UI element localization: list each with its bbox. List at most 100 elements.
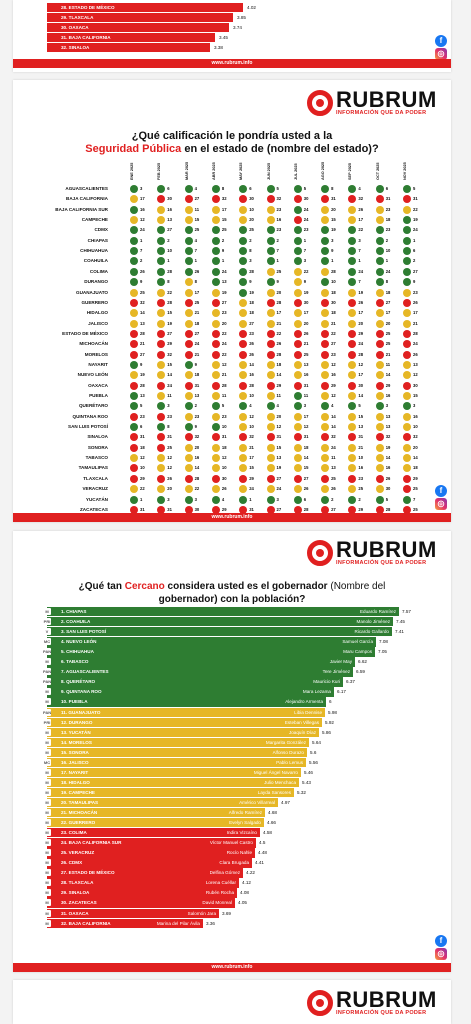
grid-rank-dot xyxy=(403,319,411,328)
grid-rank-dot xyxy=(211,340,220,349)
grid-rank-dot xyxy=(211,495,220,504)
instagram-icon[interactable]: ◎ xyxy=(435,498,447,510)
grid-rank-value: 10 xyxy=(221,424,227,430)
governor-bar-row: Américo Villarreal M 20. TAMAULIPAS 4.97 xyxy=(43,797,308,808)
grid-rank-value: 26 xyxy=(249,341,254,347)
grid-rank-dot xyxy=(321,309,330,318)
governor-state-label: 19. CAMPECHE xyxy=(61,789,95,795)
grid-state-name: JALISCO xyxy=(88,320,108,326)
grid-rank-dot xyxy=(321,443,330,452)
grid-rank-value: 30 xyxy=(221,475,227,481)
governor-score: 4.48 xyxy=(258,850,267,856)
grid-rank-dot xyxy=(348,340,357,349)
grid-rank-value: 23 xyxy=(194,413,200,419)
grid-rank-dot xyxy=(239,350,248,359)
grid-state-name: SONORA xyxy=(87,444,108,450)
grid-rank-value: 20 xyxy=(276,289,282,295)
grid-rank-dot xyxy=(321,371,330,380)
grid-row: HIDALGO 14 15 21 23 18 17 17 18 17 17 17 xyxy=(13,308,451,318)
grid-rank-dot xyxy=(403,423,411,432)
party-logo-icon: PAN xyxy=(43,648,52,656)
logo-ring-icon xyxy=(307,990,333,1016)
grid-rank-value: 24 xyxy=(413,341,418,347)
grid-rank-dot xyxy=(184,257,193,266)
grid-rank-value: 24 xyxy=(331,444,336,450)
grid-rank-dot xyxy=(348,278,357,287)
governor-state-label: 13. YUCATÁN xyxy=(61,729,91,735)
grid-rank-dot xyxy=(348,505,357,514)
grid-rank-dot xyxy=(266,412,275,421)
grid-rank-value: 25 xyxy=(221,227,227,233)
grid-rank-dot xyxy=(239,340,248,349)
governor-state-label: 5. CHIHUAHUA xyxy=(61,649,94,655)
party-logo-icon: M xyxy=(43,869,51,877)
grid-rank-value: 8 xyxy=(385,279,389,285)
grid-rank-dot xyxy=(403,360,411,369)
footer-url[interactable]: www.rubrum.info xyxy=(13,513,451,522)
grid-row: NUEVO LEÓN 19 14 18 21 16 14 16 16 17 14 12 xyxy=(13,370,451,380)
grid-rank-dot xyxy=(211,423,220,432)
governor-score: 7.57 xyxy=(402,609,411,614)
grid-rank-value: 26 xyxy=(140,268,145,274)
grid-rank-value: 31 xyxy=(221,434,227,440)
grid-rank-dot xyxy=(348,495,357,504)
governor-state-label: 4. NUEVO LEÓN xyxy=(61,639,97,645)
instagram-icon[interactable]: ◎ xyxy=(435,948,447,960)
grid-state-name: COAHUILA xyxy=(83,258,108,264)
governor-bar: Salomón Jara xyxy=(47,908,219,918)
month-header: ENE 2025 xyxy=(130,162,134,180)
grid-rank-value: 12 xyxy=(303,424,309,430)
facebook-icon[interactable]: f xyxy=(435,485,447,497)
instagram-icon[interactable]: ◎ xyxy=(435,48,447,60)
grid-rank-value: 21 xyxy=(276,320,282,326)
grid-rank-value: 10 xyxy=(331,279,336,285)
grid-rank-value: 10 xyxy=(167,248,172,254)
grid-rank-value: 20 xyxy=(276,413,282,419)
grid-rank-dot xyxy=(211,185,220,193)
governor-name: Salomón Jara xyxy=(187,910,216,916)
grid-rank-dot xyxy=(266,185,275,193)
grid-rank-dot xyxy=(184,329,193,338)
grid-rank-value: 18 xyxy=(249,310,254,316)
governor-name: Javier May xyxy=(329,659,352,665)
grid-rank-value: 9 xyxy=(194,361,197,367)
grid-state-name: NAYARIT xyxy=(88,361,108,367)
party-logo-icon: M xyxy=(43,778,51,786)
footer-url[interactable]: www.rubrum.info xyxy=(13,963,451,972)
grid-rank-value: 24 xyxy=(276,486,282,492)
top-bar-row: 29. TLAXCALA 3.85 xyxy=(47,13,347,22)
grid-rank-value: 19 xyxy=(358,289,364,295)
footer-url[interactable]: www.rubrum.info xyxy=(13,59,451,68)
grid-rank-dot xyxy=(266,495,275,504)
grid-rank-dot xyxy=(266,195,275,204)
grid-rank-value: 1 xyxy=(276,258,279,264)
grid-rank-dot xyxy=(403,350,411,359)
grid-rank-dot xyxy=(321,216,330,225)
grid-rank-dot xyxy=(293,226,302,235)
grid-rank-value: 21 xyxy=(249,444,254,450)
grid-rank-dot xyxy=(130,495,138,504)
grid-rank-dot xyxy=(184,505,193,514)
grid-rank-value: 4 xyxy=(249,403,252,409)
party-logo-icon: PAN xyxy=(43,708,52,716)
grid-rank-dot xyxy=(157,309,166,318)
governor-bar-row: Layda Sansores M 19. CAMPECHE 5.32 xyxy=(43,787,324,798)
grid-rank-value: 18 xyxy=(194,320,200,326)
facebook-icon[interactable]: f xyxy=(435,35,447,47)
grid-rank-dot xyxy=(130,505,138,514)
governor-bar: Margarita González xyxy=(47,737,309,748)
grid-rank-value: 14 xyxy=(413,455,418,461)
grid-rank-dot xyxy=(157,402,166,411)
grid-rank-value: 28 xyxy=(167,299,172,305)
governor-bar-row: David Monreal M 30. ZACATECAS 4.05 xyxy=(43,898,265,908)
grid-rank-value: 16 xyxy=(249,372,254,378)
grid-rank-value: 9 xyxy=(140,279,143,285)
top-bar-value: 4.02 xyxy=(247,5,256,10)
grid-rank-dot xyxy=(375,319,384,328)
facebook-icon[interactable]: f xyxy=(435,935,447,947)
grid-rank-value: 9 xyxy=(221,248,225,254)
governor-name: Joaquín Díaz xyxy=(288,729,316,735)
grid-rank-dot xyxy=(239,495,248,504)
grid-rank-value: 3 xyxy=(385,403,389,409)
top-bar-label: 29. TLAXCALA xyxy=(61,15,94,20)
